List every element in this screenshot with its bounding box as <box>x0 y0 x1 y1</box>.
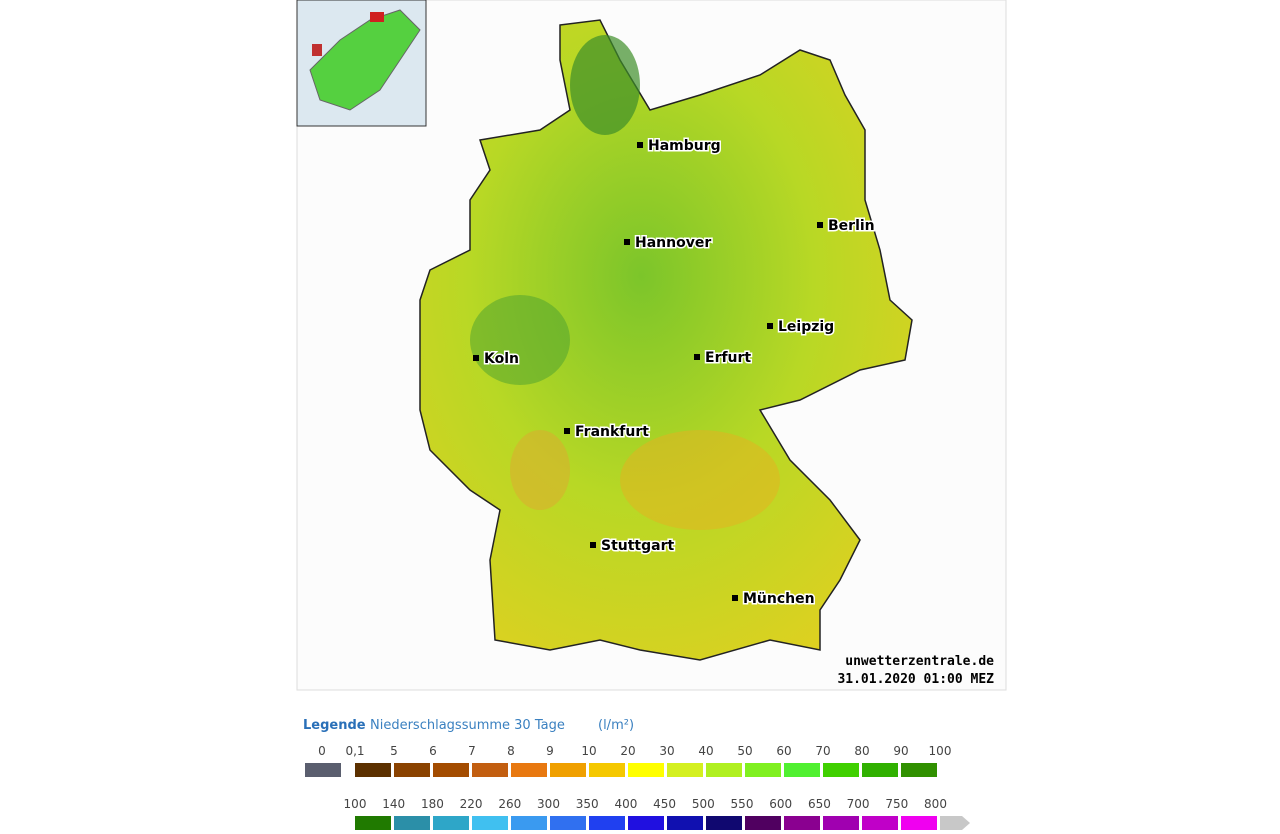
legend-swatch <box>305 763 341 777</box>
legend-label: 300 <box>537 797 560 811</box>
legend-subtitle: Niederschlagssumme 30 Tage <box>370 718 565 733</box>
legend-label: 100 <box>929 744 952 758</box>
timestamp: 31.01.2020 01:00 MEZ <box>837 672 994 687</box>
legend-label: 140 <box>382 797 405 811</box>
city-label: Koln <box>484 351 519 367</box>
legend-swatch <box>745 816 781 830</box>
legend-swatch <box>823 763 859 777</box>
legend-swatch <box>745 763 781 777</box>
city-label: Frankfurt <box>575 424 649 440</box>
legend-label: 50 <box>737 744 752 758</box>
city-label: Erfurt <box>705 350 751 366</box>
legend-label: 400 <box>614 797 637 811</box>
legend-swatch <box>784 816 820 830</box>
legend-swatch <box>550 763 586 777</box>
legend-label: 9 <box>546 744 554 758</box>
legend-label: 0,1 <box>345 744 364 758</box>
legend-label: 350 <box>576 797 599 811</box>
legend-label: 700 <box>847 797 870 811</box>
city-dot <box>767 323 773 329</box>
legend-swatch <box>706 763 742 777</box>
legend-swatch <box>901 763 937 777</box>
legend-arrow <box>940 816 970 830</box>
city-dot <box>564 428 570 434</box>
legend-label: 6 <box>429 744 437 758</box>
legend-label: 220 <box>460 797 483 811</box>
legend-label: 5 <box>390 744 398 758</box>
legend-swatch <box>355 763 391 777</box>
legend-label: 80 <box>854 744 869 758</box>
legend-label: 800 <box>924 797 947 811</box>
legend-label: 20 <box>620 744 635 758</box>
legend-label: 8 <box>507 744 515 758</box>
legend-swatch <box>901 816 937 830</box>
city-dot <box>473 355 479 361</box>
city-label: München <box>743 591 815 607</box>
legend-swatch <box>472 816 508 830</box>
legend-label: 750 <box>885 797 908 811</box>
legend-swatch <box>862 816 898 830</box>
legend-label: 550 <box>731 797 754 811</box>
legend-title: Legende <box>303 718 366 733</box>
legend-swatch <box>667 816 703 830</box>
legend-label: 100 <box>344 797 367 811</box>
inset-marker <box>370 12 384 22</box>
wet-area <box>470 295 570 385</box>
legend-label: 30 <box>659 744 674 758</box>
legend-swatch <box>394 816 430 830</box>
legend-swatch <box>511 816 547 830</box>
city-dot <box>694 354 700 360</box>
city-label: Stuttgart <box>601 538 675 554</box>
legend-label: 7 <box>468 744 476 758</box>
legend-swatch <box>628 816 664 830</box>
legend-swatch <box>706 816 742 830</box>
legend-unit: (l/m²) <box>598 718 634 733</box>
legend-label: 0 <box>318 744 326 758</box>
legend-swatch <box>589 763 625 777</box>
legend-label: 450 <box>653 797 676 811</box>
wet-area <box>570 35 640 135</box>
city-dot <box>590 542 596 548</box>
legend-label: 40 <box>698 744 713 758</box>
legend-label: 600 <box>769 797 792 811</box>
legend-label: 260 <box>498 797 521 811</box>
source: unwetterzentrale.de <box>845 654 994 669</box>
legend-swatch <box>823 816 859 830</box>
city-label: Leipzig <box>778 319 834 335</box>
city-dot <box>637 142 643 148</box>
legend-label: 90 <box>893 744 908 758</box>
legend-swatch <box>394 763 430 777</box>
city-dot <box>732 595 738 601</box>
city-dot <box>817 222 823 228</box>
city-label: Berlin <box>828 218 875 234</box>
dry-area <box>620 430 780 530</box>
legend-swatch <box>862 763 898 777</box>
legend-swatch <box>550 816 586 830</box>
legend-swatch <box>433 816 469 830</box>
legend-label: 70 <box>815 744 830 758</box>
legend-label: 500 <box>692 797 715 811</box>
inset-land <box>309 9 421 111</box>
legend-swatch <box>784 763 820 777</box>
legend-label: 60 <box>776 744 791 758</box>
legend-swatch <box>628 763 664 777</box>
legend-label: 10 <box>581 744 596 758</box>
legend-swatch <box>511 763 547 777</box>
legend-swatch <box>472 763 508 777</box>
city-label: Hannover <box>635 235 711 251</box>
dry-area <box>510 430 570 510</box>
legend-swatch <box>667 763 703 777</box>
legend-swatch <box>433 763 469 777</box>
legend-swatch <box>589 816 625 830</box>
legend-label: 650 <box>808 797 831 811</box>
legend-label: 180 <box>421 797 444 811</box>
legend-swatch <box>355 816 391 830</box>
inset-marker <box>312 44 322 56</box>
city-label: Hamburg <box>648 138 721 154</box>
city-dot <box>624 239 630 245</box>
